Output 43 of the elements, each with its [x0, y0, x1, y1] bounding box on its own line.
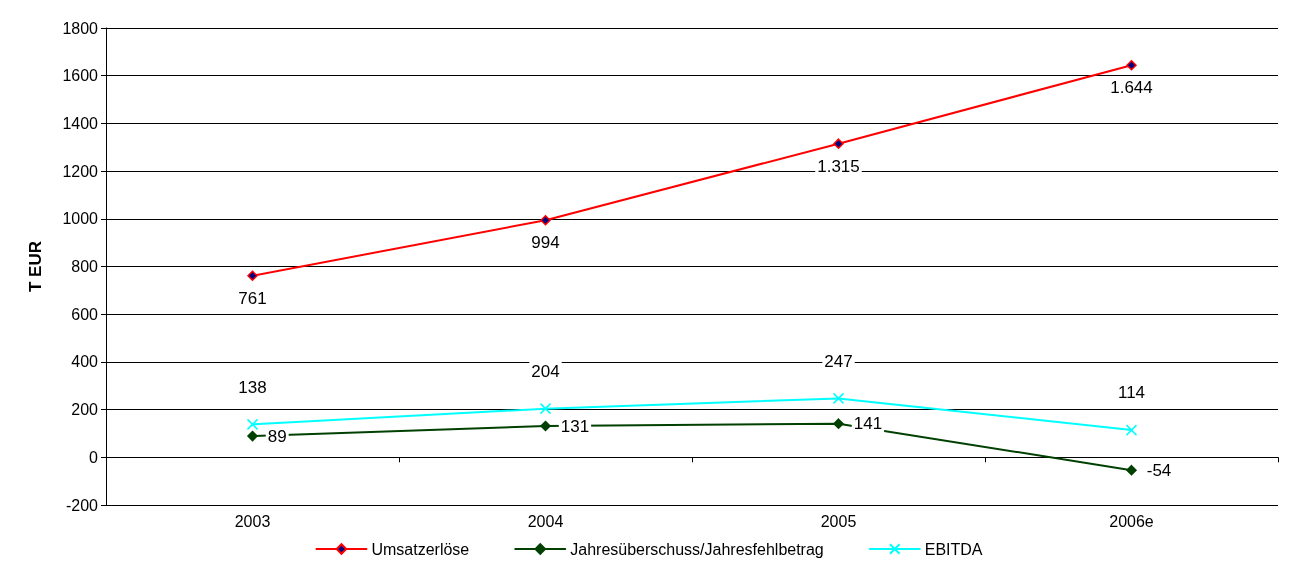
point: [246, 418, 259, 431]
data-label: 761: [238, 289, 267, 309]
y-tick-label: 400: [71, 353, 99, 371]
y-tick-label: 600: [71, 305, 99, 323]
point: [833, 418, 844, 429]
point: [540, 420, 551, 432]
legend-label: Umsatzerlöse: [371, 540, 470, 558]
point: [247, 430, 258, 442]
point: [247, 270, 258, 282]
x-tick-label: 2004: [527, 512, 564, 530]
y-tick-label: 800: [71, 258, 99, 275]
data-label: 247: [824, 351, 853, 371]
x-tick-label: 2003: [234, 512, 271, 530]
y-tick-label: 1600: [62, 67, 99, 85]
data-label: 131: [560, 416, 590, 436]
data-label: 141: [853, 414, 883, 434]
y-tick-label: 1000: [62, 210, 99, 228]
point: [540, 214, 551, 226]
y-tick-label: -200: [65, 496, 99, 514]
y-tick-label: 1200: [62, 162, 99, 180]
y-tick-label: 1400: [62, 114, 99, 132]
point: [833, 138, 844, 149]
data-label: 1.644: [1110, 78, 1153, 98]
point: [1125, 424, 1138, 436]
data-label: 994: [531, 233, 560, 253]
x-tick-label: 2006e: [1109, 512, 1154, 530]
point: [832, 392, 845, 405]
x-tick-label: 2005: [820, 512, 857, 530]
point: [539, 402, 552, 415]
data-label: 89: [267, 426, 287, 446]
legend-label: Jahresüberschuss/Jahresfehlbetrag: [570, 540, 824, 558]
y-tick-label: 1800: [62, 19, 99, 37]
data-label: 114: [1117, 383, 1146, 403]
legend-label: EBITDA: [924, 540, 983, 558]
y-axis-title: T EUR: [26, 241, 45, 292]
point: [1126, 59, 1137, 71]
point: [1126, 464, 1137, 476]
y-tick-label: 0: [89, 448, 99, 466]
data-label: -54: [1146, 460, 1172, 480]
y-tick-label: 200: [71, 401, 99, 419]
data-label: 204: [531, 361, 560, 381]
data-label: 1.315: [817, 156, 860, 176]
data-label: 138: [238, 377, 267, 397]
